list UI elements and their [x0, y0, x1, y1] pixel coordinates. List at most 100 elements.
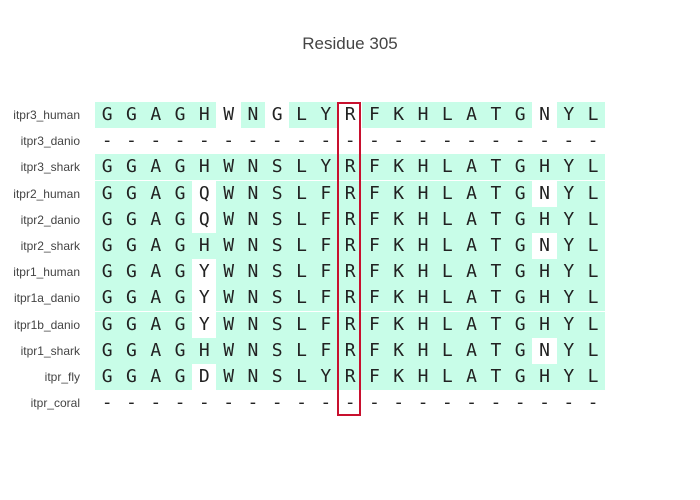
- residue-cell: S: [265, 154, 290, 181]
- residue-cell: W: [216, 180, 241, 207]
- residue-cell: N: [539, 182, 550, 204]
- sequence-label: itpr_fly: [44, 369, 80, 384]
- residue-cell: L: [580, 180, 606, 207]
- residue-cell: -: [150, 392, 162, 414]
- residue-cell: W: [216, 206, 241, 233]
- residue-cell: S: [265, 337, 290, 364]
- residue-cell: G: [95, 285, 120, 312]
- residue-cell: N: [240, 285, 266, 312]
- residue-cell: F: [362, 363, 387, 390]
- residue-cell: K: [386, 232, 411, 259]
- residue-cell: F: [313, 259, 338, 286]
- residue-cell: G: [508, 206, 533, 233]
- residue-cell: L: [580, 232, 606, 259]
- residue-cell: A: [459, 154, 484, 181]
- residue-cell: G: [167, 232, 193, 259]
- residue-cell: T: [483, 180, 509, 207]
- residue-cell: Y: [556, 154, 581, 181]
- residue-cell: S: [265, 311, 290, 338]
- residue-cell: A: [143, 363, 168, 390]
- residue-cell: R: [337, 180, 363, 207]
- residue-cell: W: [216, 285, 241, 312]
- residue-cell: G: [119, 102, 144, 128]
- alignment-row: itpr_fly G G A G D W N S L Y R F K H L A T G H Y L: [0, 363, 700, 390]
- residue-cell: F: [362, 337, 387, 364]
- residue-cell: G: [95, 102, 120, 128]
- residue-cell: T: [483, 259, 509, 286]
- residue-cell: F: [362, 154, 387, 181]
- residue-cell: G: [167, 206, 193, 233]
- residue-cell: -: [271, 392, 283, 414]
- residue-cell: F: [313, 285, 338, 312]
- residue-cell: -: [490, 392, 502, 414]
- residue-cell: A: [459, 232, 484, 259]
- residue-cell: G: [508, 154, 533, 181]
- residue-cell: A: [143, 259, 168, 286]
- residue-cell: L: [580, 311, 606, 338]
- residue-cell: H: [192, 337, 217, 364]
- residue-cell: G: [271, 104, 283, 125]
- residue-cell: G: [95, 232, 120, 259]
- residue-cells: ---------------------: [95, 390, 605, 416]
- residue-cell: L: [435, 232, 460, 259]
- residue-cell: H: [410, 232, 436, 259]
- residue-cell: G: [119, 206, 144, 233]
- residue-cell: -: [368, 392, 380, 414]
- residue-cell: -: [344, 392, 356, 414]
- residue-cell: D: [198, 365, 210, 387]
- residue-cell: G: [119, 232, 144, 259]
- alignment-row: itpr_coral - - - - - - - - - - - - - - - - - - - - -: [0, 390, 700, 416]
- residue-cell: F: [362, 232, 387, 259]
- residue-cell: L: [580, 206, 606, 233]
- residue-cell: -: [514, 392, 526, 414]
- residue-cell: A: [459, 285, 484, 312]
- residue-cell: K: [386, 363, 411, 390]
- residue-cell: -: [126, 130, 137, 152]
- sequence-label: itpr1b_danio: [13, 317, 80, 332]
- residue-cell: H: [410, 102, 436, 128]
- residue-cell: F: [362, 259, 387, 286]
- residue-cell: Y: [198, 261, 210, 283]
- residue-cell: -: [296, 392, 307, 414]
- residue-cell: L: [289, 337, 314, 364]
- residue-cell: K: [386, 206, 411, 233]
- residue-cell: -: [296, 130, 307, 152]
- residue-cell: N: [240, 102, 266, 128]
- residue-cell: H: [410, 180, 436, 207]
- residue-cell: -: [490, 130, 502, 152]
- residue-cell: K: [386, 102, 411, 128]
- residue-cell: -: [320, 392, 332, 414]
- residue-cell: Y: [556, 311, 581, 338]
- residue-cell: -: [466, 130, 478, 152]
- residue-cell: F: [313, 180, 338, 207]
- residue-cell: Y: [556, 259, 581, 286]
- residue-cell: N: [240, 206, 266, 233]
- residue-cell: G: [508, 311, 533, 338]
- residue-cell: -: [563, 392, 575, 414]
- residue-cell: Y: [313, 154, 338, 181]
- residue-cell: -: [393, 392, 405, 414]
- residue-cell: G: [167, 311, 193, 338]
- residue-cell: G: [508, 180, 533, 207]
- residue-cell: -: [417, 392, 429, 414]
- residue-cell: A: [459, 311, 484, 338]
- residue-cell: G: [119, 311, 144, 338]
- residue-cell: A: [459, 363, 484, 390]
- residue-cell: A: [143, 232, 168, 259]
- residue-cell: -: [563, 130, 575, 152]
- residue-cell: W: [216, 154, 241, 181]
- residue-cell: -: [587, 130, 599, 152]
- residue-cell: G: [119, 337, 144, 364]
- residue-cell: H: [532, 259, 557, 286]
- residue-cell: L: [289, 232, 314, 259]
- residue-cell: S: [265, 180, 290, 207]
- residue-cell: K: [386, 311, 411, 338]
- residue-cell: A: [143, 180, 168, 207]
- residue-cell: N: [240, 180, 266, 207]
- residue-cell: A: [143, 311, 168, 338]
